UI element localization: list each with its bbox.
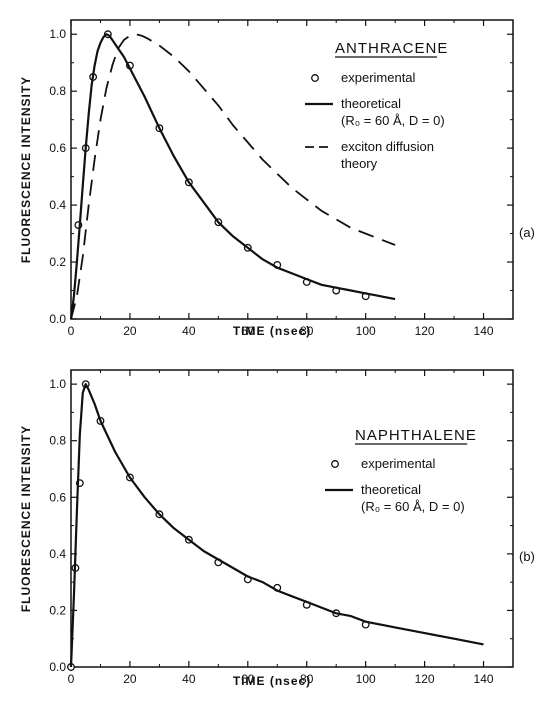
x-tick-label: 20 (123, 324, 137, 338)
chart-title: ANTHRACENE (335, 40, 448, 57)
x-tick-label: 100 (356, 324, 376, 338)
y-tick-label: 1.0 (49, 377, 66, 391)
plot-frame (70, 369, 514, 668)
x-tick-label: 40 (182, 324, 196, 338)
x-tick-label: 80 (300, 324, 314, 338)
legend-label: theoretical (361, 482, 421, 497)
panel-label: (a) (519, 225, 535, 240)
y-tick-label: 0.8 (49, 84, 66, 98)
y-axis-label: FLUORESCENCE INTENSITY (19, 76, 33, 263)
y-tick-label: 0.6 (49, 141, 66, 155)
plot-frame (70, 19, 514, 320)
y-axis-label: FLUORESCENCE INTENSITY (19, 425, 33, 612)
legend-label: theoretical (341, 96, 401, 111)
chart-title: NAPHTHALENE (355, 427, 477, 444)
legend-label: exciton diffusion (341, 139, 434, 154)
series-line-exciton-diffusion (70, 33, 396, 320)
x-tick-label: 0 (68, 324, 75, 338)
x-tick-label: 140 (474, 324, 494, 338)
x-tick-label: 80 (300, 672, 314, 686)
x-tick-label: 20 (123, 672, 137, 686)
x-tick-label: 100 (356, 672, 376, 686)
legend-label: (R₀ = 60 Å, D = 0) (341, 113, 445, 128)
x-tick-label: 40 (182, 672, 196, 686)
x-tick-label: 0 (68, 672, 75, 686)
y-tick-label: 0.0 (49, 312, 66, 326)
x-tick-label: 60 (241, 324, 255, 338)
y-tick-label: 0.8 (49, 434, 66, 448)
x-axis-label: TIME (nsec) (233, 324, 311, 338)
y-tick-label: 0.6 (49, 490, 66, 504)
series-line-theoretical (69, 383, 484, 668)
legend-label: experimental (361, 456, 436, 471)
legend-label: experimental (341, 70, 416, 85)
legend-swatch-circle (331, 460, 339, 468)
legend-label: (R₀ = 60 Å, D = 0) (361, 499, 465, 514)
y-tick-label: 0.2 (49, 603, 66, 617)
legend-label: theory (341, 156, 378, 171)
y-tick-label: 0.4 (49, 198, 66, 212)
x-tick-label: 120 (415, 672, 435, 686)
series-line-theoretical (69, 33, 396, 320)
x-tick-label: 140 (474, 672, 494, 686)
y-tick-label: 1.0 (49, 27, 66, 41)
y-tick-label: 0.4 (49, 547, 66, 561)
legend-swatch-circle (311, 74, 319, 82)
x-tick-label: 60 (241, 672, 255, 686)
y-tick-label: 0.2 (49, 255, 66, 269)
x-tick-label: 120 (415, 324, 435, 338)
chart-panel-anthracene: 0 20 40 60 80 100 120 140 0.0 0.2 0.4 0.6 0.8 1.0 TIME… (19, 19, 535, 338)
x-axis-label: TIME (nsec) (233, 674, 311, 688)
panel-label: (b) (519, 549, 535, 564)
chart-panel-naphthalene: 0 20 40 60 80 100 120 140 0.0 0.2 0.4 0.6 0.8 1.0 TIME… (19, 369, 535, 688)
y-tick-label: 0.0 (49, 660, 66, 674)
